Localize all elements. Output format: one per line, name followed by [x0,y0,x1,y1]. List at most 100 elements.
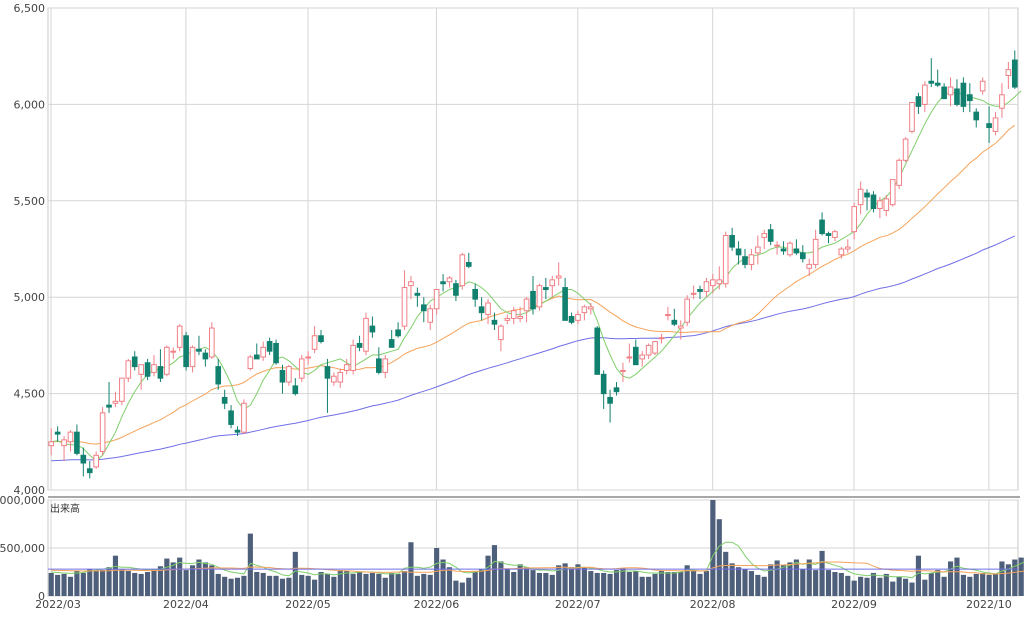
candle [780,241,787,255]
candle [157,349,164,383]
candle [408,275,414,300]
candle [915,92,922,115]
candle [864,189,870,211]
volume-bar [267,575,273,596]
volume-bar [241,575,247,596]
candle [555,262,562,286]
candle [645,343,652,359]
candle-body-up [93,454,99,468]
candle-body-down [870,194,877,210]
volume-bar [395,573,401,596]
candle-body-up [658,337,665,340]
candle-body-up [331,375,337,383]
candle-body-down [697,288,703,292]
volume-bar [286,577,292,596]
candle-body-up [138,364,144,375]
x-tick-label: 2022/05 [285,598,331,611]
volume-bar [273,575,279,596]
candle [1005,61,1012,89]
candle-body-down [793,248,800,254]
volume-bar [922,579,928,596]
candle [279,364,286,394]
candle [877,196,883,219]
candle-body-up [408,281,414,287]
candle [665,306,671,321]
candle [1011,50,1018,89]
candle [568,312,575,325]
volume-bar [318,572,324,596]
candle-body-up [517,315,523,319]
candle-body-up [119,377,125,402]
candle [613,382,620,396]
candle-body-down [934,82,941,86]
candle-body-down [131,356,138,368]
volume-bar [48,572,54,596]
candle [183,331,189,371]
candle [620,362,626,383]
candle [298,355,305,383]
volume-bar [909,582,915,596]
x-tick-label: 2022/10 [966,598,1012,611]
candle-body-up [176,325,183,348]
volume-bar [312,579,318,596]
volume-bar [324,573,331,596]
candle [755,235,761,265]
candle [703,277,710,298]
volume-bar [992,573,999,596]
candle-body-down [780,248,787,252]
candle-body-up [343,364,350,371]
candle-body-down [632,346,639,366]
candle [266,337,273,356]
candle-body-up [812,238,819,265]
volume-bar [356,572,363,596]
candle [690,285,697,300]
candle [607,389,613,423]
volume-bar [858,576,864,596]
volume-bar [851,580,857,596]
volume-bar [954,557,960,596]
volume-bar [658,571,665,596]
candle-body-down [671,319,678,325]
candle-body-down [273,342,279,364]
candle [793,239,800,255]
candle [954,79,960,107]
volume-bar [279,578,286,596]
candle-body-down [253,354,260,360]
candle [575,310,581,325]
volume-bar [196,559,202,596]
price-y-axis: 4,000 4,500 5,000 5,500 6,000 6,500 [14,2,46,497]
candle-body-up [1005,69,1012,76]
volume-bar [87,569,93,596]
volume-bar [806,559,812,596]
volume-bar [639,576,645,596]
volume-bar [189,565,196,596]
candle [632,339,639,366]
x-tick-label: 2022/09 [831,598,877,611]
candle [125,358,132,383]
candle [543,277,549,300]
candle [902,137,909,163]
candle-body-up [857,188,864,206]
candle-body-up [838,248,845,256]
candle [684,295,690,327]
candle-body-up [189,346,196,368]
volume-bar [671,572,677,596]
volume-bar [504,569,510,596]
x-tick-label: 2022/03 [35,598,81,611]
candle [530,275,536,315]
candle [922,81,928,113]
candle-body-down [478,306,485,314]
candle-body-up [851,206,858,233]
candle [844,239,851,253]
volume-bar [748,571,754,596]
candle-body-up [170,350,177,353]
volume-bar [119,569,125,596]
candle [819,212,825,236]
candle [710,274,716,294]
volume-bar [472,572,478,596]
volume-bar [626,572,632,596]
candle-body-up [703,281,710,292]
volume-bar [800,569,806,596]
candle-body-up [992,117,999,132]
